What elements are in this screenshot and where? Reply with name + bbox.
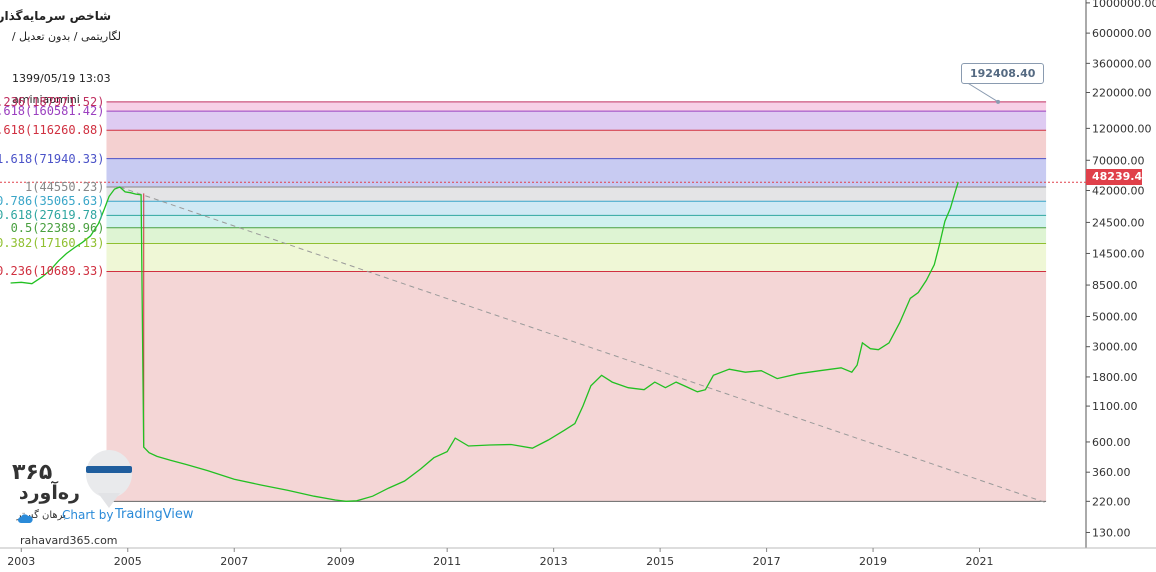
fib-band: [106, 271, 1047, 502]
fib-level-label: 1.618(71940.33): [0, 151, 105, 166]
x-tick-label: 2017: [753, 555, 781, 568]
fib-band: [106, 215, 1047, 228]
callout-pointer: [965, 81, 999, 103]
callout-anchor: [996, 99, 1001, 104]
fib-level-label: 2.618(116260.88): [0, 123, 105, 138]
chart-author: aminiaomini: [12, 93, 80, 106]
y-tick-label: 220000.00: [1092, 87, 1152, 100]
fib-level-label: 3.618(160581.42): [0, 104, 105, 119]
y-tick-label: 3000.00: [1092, 341, 1138, 354]
trend-line: [119, 186, 1047, 504]
price-callout: 192408.40: [961, 63, 1045, 84]
fib-level-label: 0.786(35065.63): [0, 194, 105, 209]
fib-lines: [106, 101, 1047, 502]
tradingview-label: TradingView: [115, 507, 194, 522]
fib-band: [106, 187, 1047, 202]
fib-band: [106, 227, 1047, 244]
y-tick-label: 14500.00: [1092, 247, 1145, 260]
y-axis: 1000000.00 600000.00 360000.00 220000.00 120…: [1086, 0, 1156, 539]
fib-band: [106, 130, 1047, 159]
balloon-icon: [86, 450, 132, 508]
y-tick-label: 1100.00: [1092, 400, 1138, 413]
fib-level-label: 1(44550.23): [25, 180, 105, 195]
chart-timestamp: 1399/05/19 13:03: [12, 72, 111, 85]
fib-bands: [106, 101, 1047, 502]
y-tick-label: 70000.00: [1092, 154, 1145, 167]
y-tick-label: 130.00: [1092, 526, 1131, 539]
fib-band: [106, 201, 1047, 216]
x-tick-label: 2015: [646, 555, 674, 568]
y-tick-label: 120000.00: [1092, 122, 1152, 135]
fib-band: [106, 243, 1047, 272]
fib-level-label: 4.236(187971.52): [0, 94, 105, 109]
fib-level-label: 0.236(10689.33): [0, 264, 105, 279]
x-axis: 2003 2005 2007 2009 2011 2013 2015 2017 2019 2021: [7, 548, 994, 568]
y-tick-label: 1000000.00: [1092, 0, 1156, 10]
current-price-box: [1086, 169, 1142, 185]
y-tick-label: 220.00: [1092, 495, 1131, 508]
y-tick-label: 360000.00: [1092, 57, 1152, 70]
y-tick-label: 1800.00: [1092, 371, 1138, 384]
x-tick-label: 2011: [433, 555, 461, 568]
x-tick-label: 2009: [327, 555, 355, 568]
current-price-label: 48239.40: [1092, 170, 1150, 183]
y-tick-label: 360.00: [1092, 466, 1131, 479]
y-tick-label: 42000.00: [1092, 185, 1145, 198]
site-url: rahavard365.com: [20, 534, 118, 547]
y-tick-label: 600000.00: [1092, 27, 1152, 40]
x-tick-label: 2005: [114, 555, 142, 568]
chart-subtitle: لگاریتمی / بدون تعدیل /: [11, 30, 121, 43]
fib-level-label: 0.5(22389.96): [10, 220, 105, 235]
fib-band: [106, 111, 1047, 131]
brand-tagline: برهان گستر: [16, 510, 66, 521]
x-tick-label: 2013: [540, 555, 568, 568]
x-tick-label: 2007: [220, 555, 248, 568]
price-series-line: [10, 182, 959, 502]
y-tick-label: 600.00: [1092, 436, 1131, 449]
y-tick-label: 8500.00: [1092, 279, 1138, 292]
y-tick-label: 5000.00: [1092, 310, 1138, 323]
chart-by-label: Chart by: [62, 508, 114, 522]
cloud-icon: [17, 509, 33, 523]
fib-band: [106, 101, 1047, 112]
x-tick-label: 2019: [859, 555, 887, 568]
x-tick-label: 2003: [7, 555, 35, 568]
brand-logo: [78, 448, 140, 510]
y-tick-label: 24500.00: [1092, 216, 1145, 229]
brand-name: ره‌آورد: [18, 482, 80, 504]
fib-level-label: 0.382(17160.13): [0, 236, 105, 251]
brand-number: ۳۶۵: [12, 460, 53, 485]
x-tick-label: 2021: [966, 555, 994, 568]
fib-level-label: 0.618(27619.78): [0, 208, 105, 223]
chart-title: شاخص سرمایه‌گذاری‌ها: [0, 9, 111, 23]
